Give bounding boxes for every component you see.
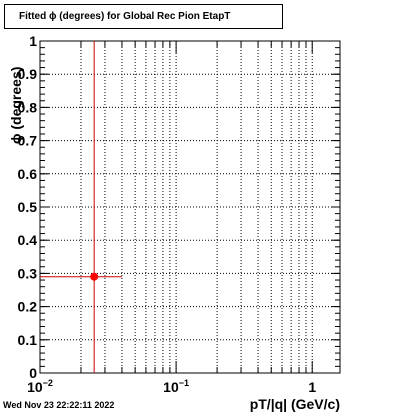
y-tick-label: 0.4 [18,232,38,248]
y-tick-label: 0 [29,365,37,381]
x-tick-label: 10−1 [163,378,189,395]
timestamp: Wed Nov 23 22:22:11 2022 [3,400,115,410]
y-tick-label: 1 [29,33,37,49]
y-tick-label: 0.7 [18,133,38,149]
y-tick-label: 0.1 [18,332,38,348]
y-tick-label: 0.3 [18,265,38,281]
y-tick-label: 0.6 [18,166,38,182]
y-axis-label: ϕ (degrees) [8,66,24,144]
x-tick-label: 10−2 [27,378,53,395]
chart-title: Fitted ϕ (degrees) for Global Rec Pion E… [4,4,283,29]
y-tick-label: 0.5 [18,199,38,215]
y-tick-label: 0.9 [18,66,38,82]
x-axis-label: pT/|q| (GeV/c) [249,396,340,412]
y-tick-label: 0.2 [18,299,38,315]
data-point [90,272,99,281]
x-tick-label: 1 [308,379,316,395]
y-tick-label: 0.8 [18,99,38,115]
